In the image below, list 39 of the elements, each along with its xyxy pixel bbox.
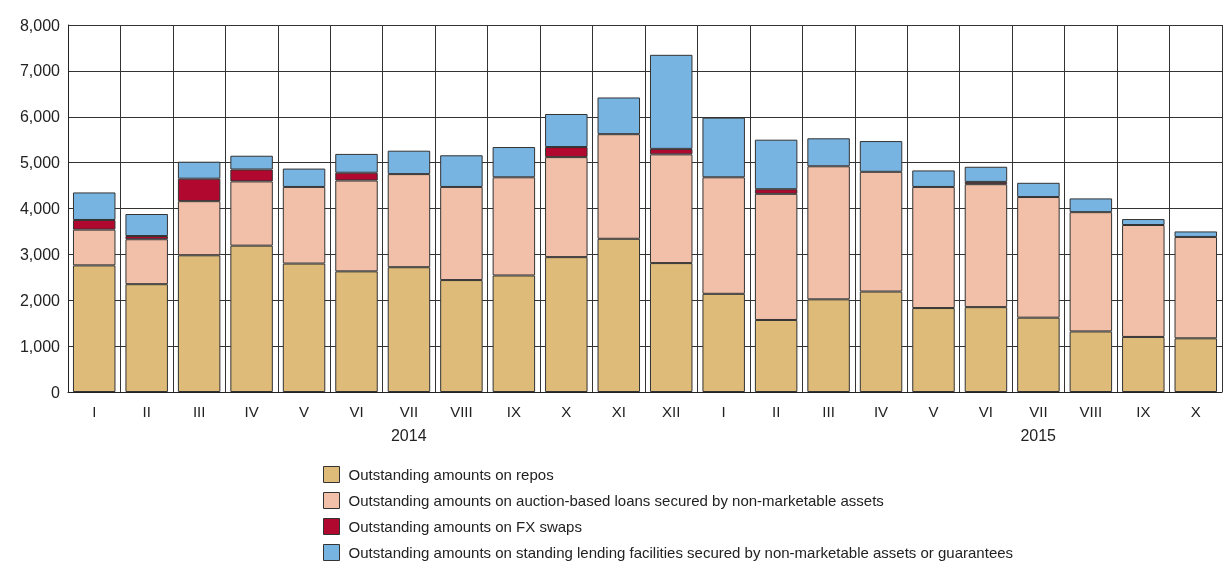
x-tick-label: VI bbox=[978, 403, 994, 420]
x-tick-label: V bbox=[299, 403, 310, 420]
x-tick-label: X bbox=[561, 403, 572, 420]
x-tick-label: XI bbox=[611, 403, 626, 420]
y-tick-label: 3,000 bbox=[19, 245, 61, 263]
legend-label: Outstanding amounts on repos bbox=[348, 466, 554, 483]
legend-label: Outstanding amounts on standing lending facilities secured by non-marketable assets or guarantees bbox=[348, 544, 1014, 561]
y-tick-label: 6,000 bbox=[19, 108, 61, 126]
legend-label: Outstanding amounts on auction-based loans secured by non-marketable assets bbox=[348, 492, 884, 509]
bar bbox=[964, 166, 1008, 182]
x-tick-label: V bbox=[928, 403, 939, 420]
x-tick-label: I bbox=[721, 403, 726, 420]
x-tick-label: X bbox=[1190, 403, 1201, 420]
y-tick-label: 5,000 bbox=[19, 154, 61, 172]
x-tick-label: I bbox=[92, 403, 97, 420]
x-tick-label: VIII bbox=[1079, 403, 1103, 420]
legend-label: Outstanding amounts on FX swaps bbox=[348, 518, 582, 535]
y-tick-label: 4,000 bbox=[19, 200, 61, 217]
x-tick-label: VIII bbox=[450, 403, 473, 420]
y-tick-label: 1,000 bbox=[19, 337, 61, 355]
y-tick-label: 2,000 bbox=[19, 291, 61, 309]
x-tick-label: VII bbox=[399, 403, 419, 420]
x-tick-label: III bbox=[192, 403, 206, 420]
x-tick-label: VI bbox=[349, 403, 364, 420]
x-tick-label: VII bbox=[1029, 403, 1048, 420]
y-tick-label: 8,000 bbox=[19, 16, 61, 34]
bar bbox=[125, 214, 168, 237]
text: 2014 bbox=[390, 426, 427, 444]
x-tick-label: III bbox=[822, 403, 835, 420]
x-tick-label: XII bbox=[662, 403, 681, 420]
x-tick-label: IX bbox=[1136, 403, 1151, 420]
x-tick-label: IV bbox=[873, 403, 889, 420]
y-tick-label: 7,000 bbox=[19, 62, 61, 80]
x-tick-label: II bbox=[771, 403, 781, 420]
x-tick-label: II bbox=[142, 403, 151, 420]
x-tick-label: IV bbox=[244, 403, 259, 420]
x-tick-label: IX bbox=[506, 403, 521, 420]
text: 2015 bbox=[1020, 426, 1057, 444]
y-tick-label: 0 bbox=[51, 383, 61, 401]
